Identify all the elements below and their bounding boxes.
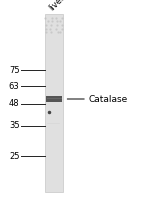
Bar [46, 98, 62, 99]
Text: 35: 35 [9, 121, 20, 130]
Text: Catalase: Catalase [88, 94, 128, 104]
Text: 48: 48 [9, 99, 20, 109]
Text: 25: 25 [9, 152, 20, 161]
Text: 63: 63 [9, 82, 20, 91]
Bar [45, 14, 63, 192]
Text: liver: liver [47, 0, 66, 13]
Bar [46, 96, 62, 102]
Text: 75: 75 [9, 66, 20, 75]
